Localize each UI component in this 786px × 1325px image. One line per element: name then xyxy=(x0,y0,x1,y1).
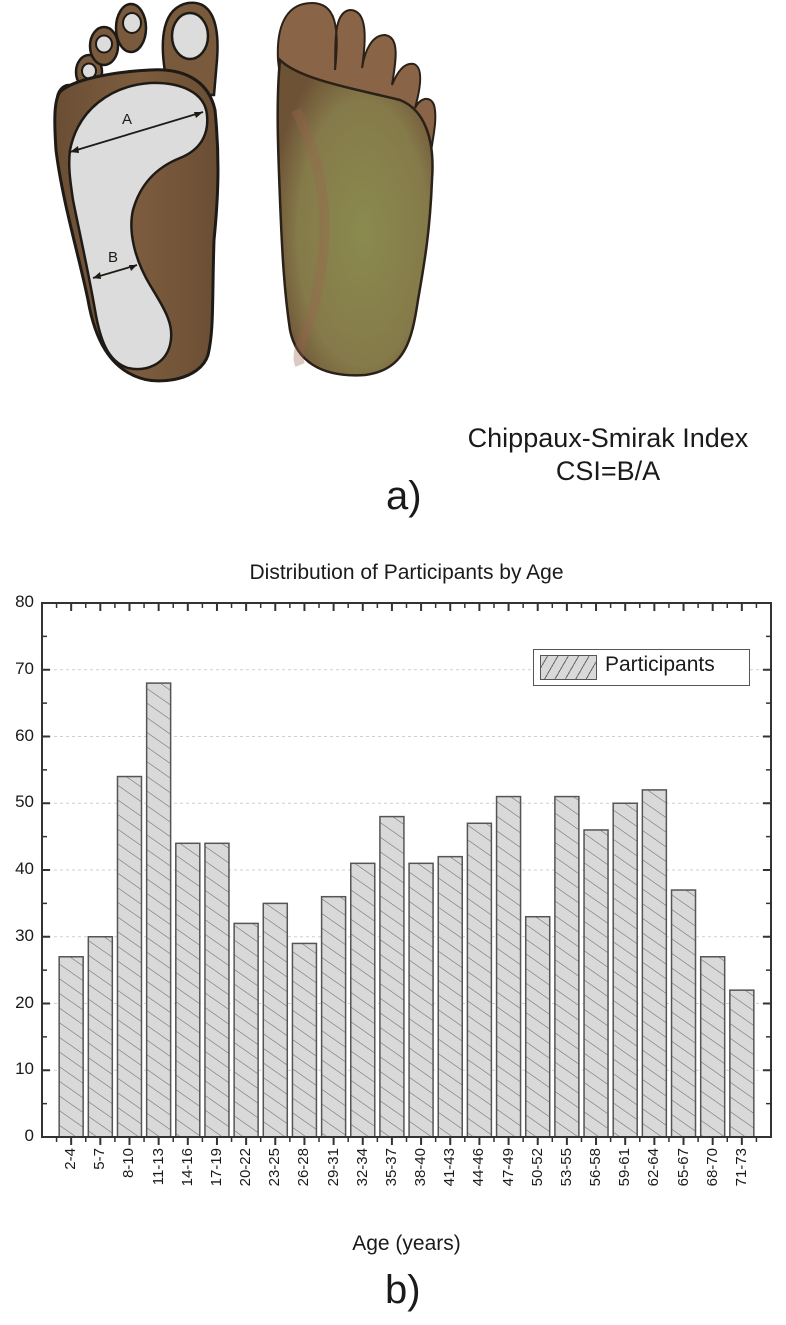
bar-71-73 xyxy=(729,989,755,1138)
bar-2-4 xyxy=(58,956,84,1138)
bar-53-55 xyxy=(554,795,580,1138)
x-tick-label: 29-31 xyxy=(324,1148,342,1187)
index-formula: CSI=B/A xyxy=(555,456,661,486)
right-foot-photo xyxy=(276,1,437,377)
x-tick-label: 8-10 xyxy=(120,1148,138,1179)
bar-41-43 xyxy=(437,855,463,1138)
x-tick-label: 38-40 xyxy=(412,1148,430,1187)
index-title: Chippaux-Smirak Index xyxy=(467,423,749,453)
legend-label: Participants xyxy=(605,653,715,676)
y-tick-label: 40 xyxy=(15,859,34,878)
y-tick-label: 10 xyxy=(15,1059,34,1079)
bar-44-46 xyxy=(466,822,493,1138)
grid-lines xyxy=(42,669,771,1071)
x-tick-label: 50-52 xyxy=(528,1148,546,1187)
bar-32-34 xyxy=(350,862,376,1138)
left-foot-diagram: A B xyxy=(53,1,220,383)
bar-5-7 xyxy=(87,936,114,1138)
bar-23-25 xyxy=(262,902,289,1138)
y-tick-label: 80 xyxy=(15,592,34,611)
x-tick-label: 26-28 xyxy=(295,1148,313,1187)
x-tick-label: 11-13 xyxy=(149,1148,167,1186)
bar-50-52 xyxy=(524,915,551,1138)
y-tick-label: 20 xyxy=(15,992,34,1012)
x-tick-label: 23-25 xyxy=(266,1148,284,1187)
legend-swatch-hatched xyxy=(540,655,597,680)
bar-35-37 xyxy=(379,815,405,1138)
bar-17-19 xyxy=(204,842,230,1138)
bar-8-10 xyxy=(116,775,143,1138)
y-tick-label: 60 xyxy=(15,725,34,745)
measure-a-line xyxy=(69,111,204,153)
x-tick-label: 14-16 xyxy=(178,1148,196,1187)
x-tick-label: 68-70 xyxy=(703,1148,721,1187)
x-tick-label: 20-22 xyxy=(237,1148,255,1187)
x-tick-label: 65-67 xyxy=(674,1148,692,1187)
x-tick-label: 5-7 xyxy=(91,1148,109,1170)
y-tick-label: 30 xyxy=(15,925,34,945)
right-sole xyxy=(276,57,434,377)
bar-20-22 xyxy=(233,922,259,1138)
y-tick-label: 0 xyxy=(24,1126,34,1145)
bar-38-40 xyxy=(408,862,434,1138)
footprint-contact-area xyxy=(67,81,209,371)
x-tick-label: 53-55 xyxy=(557,1148,575,1187)
y-tick-label: 50 xyxy=(15,792,34,812)
bar-68-70 xyxy=(699,956,726,1138)
x-tick-label: 35-37 xyxy=(382,1148,400,1187)
x-tick-label: 2-4 xyxy=(62,1148,80,1170)
x-tick-label: 47-49 xyxy=(499,1148,517,1187)
x-tick-label: 62-64 xyxy=(645,1148,663,1187)
bar-62-64 xyxy=(641,789,668,1138)
panel-label-a: a) xyxy=(386,474,422,518)
x-axis-label: Age (years) xyxy=(352,1232,461,1255)
x-tick-label: 71-73 xyxy=(732,1148,750,1187)
bar-11-13 xyxy=(145,682,172,1138)
measure-a-label: A xyxy=(122,111,132,128)
bar-14-16 xyxy=(175,842,201,1138)
x-tick-label: 41-43 xyxy=(441,1148,459,1187)
bar-47-49 xyxy=(495,795,522,1138)
measure-b-label: B xyxy=(108,249,118,266)
y-tick-label: 70 xyxy=(15,658,34,678)
panel-label-b: b) xyxy=(385,1268,421,1312)
bars xyxy=(58,682,755,1138)
bar-29-31 xyxy=(320,895,347,1138)
x-tick-label: 17-19 xyxy=(207,1148,225,1187)
bar-59-61 xyxy=(612,802,638,1138)
x-tick-label: 44-46 xyxy=(470,1148,488,1187)
bar-56-58 xyxy=(583,829,609,1138)
bar-65-67 xyxy=(670,889,697,1138)
bar-26-28 xyxy=(291,942,318,1138)
chart-legend: Participants xyxy=(533,649,750,686)
x-tick-label: 59-61 xyxy=(616,1148,634,1187)
x-tick-label: 32-34 xyxy=(353,1148,371,1187)
x-tick-label: 56-58 xyxy=(587,1148,605,1187)
foot-illustration: A B xyxy=(53,1,437,383)
chart-title: Distribution of Participants by Age xyxy=(249,561,564,584)
